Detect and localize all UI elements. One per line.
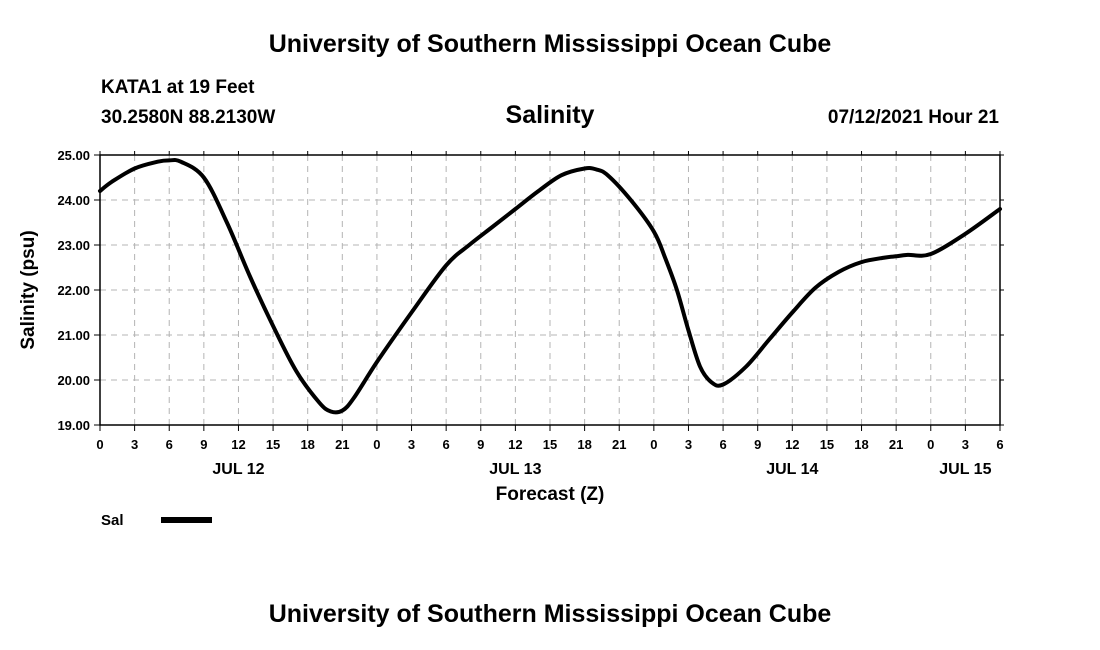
series-line-sal	[98, 158, 1002, 415]
plot-frame	[99, 154, 1001, 426]
axis-ticks	[94, 151, 1004, 431]
x-tick-label: 3	[962, 437, 969, 452]
legend-label-sal: Sal	[101, 512, 124, 529]
y-tick-label: 20.00	[57, 373, 90, 388]
x-axis-label: Forecast (Z)	[496, 484, 605, 505]
x-tick-label: 21	[335, 437, 349, 452]
x-tick-label: 18	[854, 437, 868, 452]
x-tick-label: 21	[612, 437, 626, 452]
x-tick-label: 12	[785, 437, 799, 452]
x-tick-label: 3	[408, 437, 415, 452]
x-tick-label: 3	[131, 437, 138, 452]
x-tick-label: 6	[996, 437, 1003, 452]
date-label: JUL 13	[489, 461, 541, 478]
legend: Sal	[101, 512, 212, 529]
footer-title: University of Southern Mississippi Ocean…	[268, 600, 832, 628]
station-coordinates: 30.2580N 88.2130W	[101, 107, 276, 128]
x-tick-label: 6	[443, 437, 450, 452]
x-tick-label: 9	[754, 437, 761, 452]
x-tick-label: 15	[266, 437, 280, 452]
grid	[100, 155, 1000, 425]
y-tick-label: 19.00	[57, 418, 90, 433]
x-tick-label: 21	[889, 437, 903, 452]
date-label: JUL 15	[939, 461, 991, 478]
x-tick-label: 0	[927, 437, 934, 452]
date-label: JUL 12	[212, 461, 264, 478]
x-tick-label: 18	[300, 437, 314, 452]
x-tick-label: 12	[508, 437, 522, 452]
y-tick-labels: 19.00 20.00 21.00 22.00 23.00 24.00 25.00	[57, 148, 90, 433]
y-tick-label: 25.00	[57, 148, 90, 163]
x-tick-label: 9	[200, 437, 207, 452]
x-tick-labels: 0 3 6 9 12 15 18 21 0 3 6 9 12 15 18 21 0 3 6 9 12 15 18 21 0 3 6	[96, 437, 1003, 452]
date-label: JUL 14	[766, 461, 818, 478]
x-tick-label: 0	[373, 437, 380, 452]
y-tick-label: 22.00	[57, 283, 90, 298]
chart-title: Salinity	[505, 101, 595, 129]
x-tick-label: 12	[231, 437, 245, 452]
page-title: University of Southern Mississippi Ocean…	[268, 30, 832, 58]
forecast-datetime: 07/12/2021 Hour 21	[827, 107, 999, 128]
y-tick-label: 21.00	[57, 328, 90, 343]
date-labels: JUL 12 JUL 13 JUL 14 JUL 15	[212, 461, 991, 478]
y-axis-label: Salinity (psu)	[18, 230, 39, 349]
y-tick-label: 24.00	[57, 193, 90, 208]
y-tick-label: 23.00	[57, 238, 90, 253]
x-tick-label: 15	[820, 437, 834, 452]
x-tick-label: 9	[477, 437, 484, 452]
x-tick-label: 18	[577, 437, 591, 452]
x-tick-label: 0	[96, 437, 103, 452]
x-tick-label: 6	[719, 437, 726, 452]
x-tick-label: 15	[543, 437, 557, 452]
x-tick-label: 6	[166, 437, 173, 452]
station-label: KATA1 at 19 Feet	[101, 77, 255, 98]
x-tick-label: 3	[685, 437, 692, 452]
x-tick-label: 0	[650, 437, 657, 452]
